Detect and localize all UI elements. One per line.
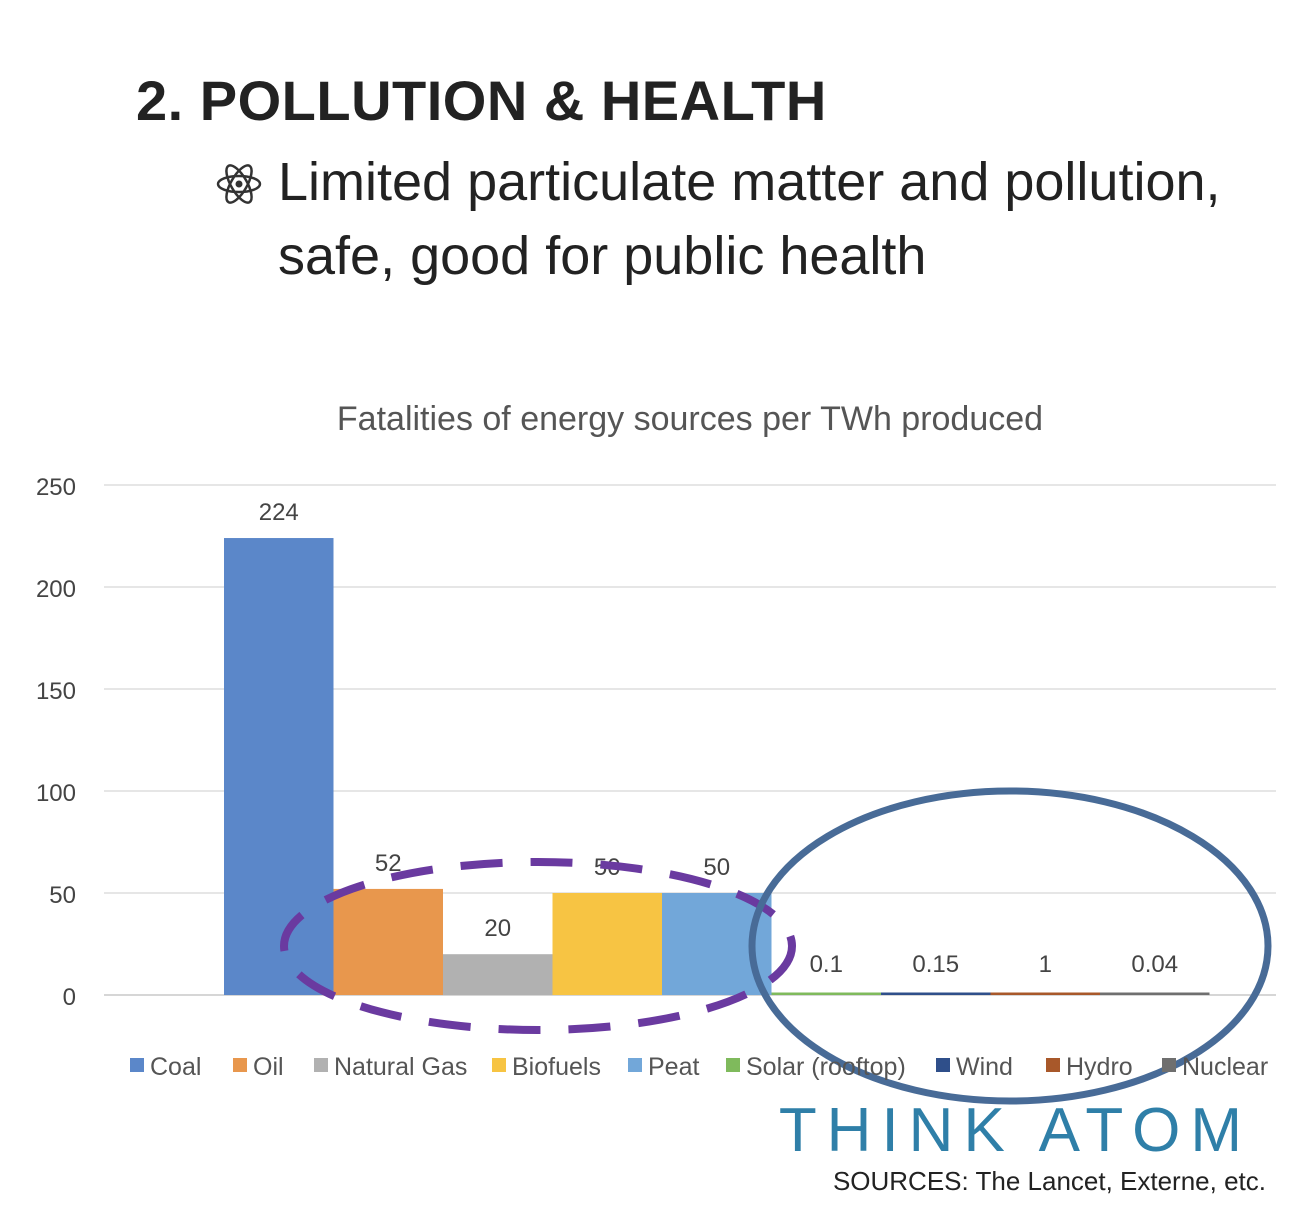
bar-nuclear [1100, 992, 1210, 995]
legend-label: Natural Gas [334, 1053, 467, 1081]
legend-swatch [492, 1058, 506, 1072]
y-tick-label: 200 [36, 576, 76, 603]
y-axis-ticks: 0 50 100 150 200 250 [36, 474, 76, 1011]
bar-solar-rooftop [771, 992, 881, 995]
bar-wind [881, 992, 991, 995]
sources-note: SOURCES: The Lancet, Externe, etc. [832, 1166, 1266, 1196]
legend: Coal Oil Natural Gas Biofuels Peat Solar (roo… [130, 1053, 1268, 1081]
legend-label: Solar (rooftop) [746, 1053, 906, 1081]
annotations [280, 787, 1272, 1105]
chart-title: Fatalities of energy sources per TWh pro… [337, 400, 1043, 438]
bar-biofuels [552, 893, 662, 995]
bullet-text: Limited particulate matter and pollution… [278, 152, 1221, 286]
data-label: 0.15 [912, 951, 959, 978]
annotation-dashed-ellipse [280, 858, 796, 1034]
y-tick-label: 250 [36, 474, 76, 501]
legend-swatch [130, 1058, 144, 1072]
bar-hydro [990, 992, 1100, 995]
data-label: 0.04 [1131, 951, 1178, 978]
bar-coal [224, 538, 334, 995]
legend-label: Biofuels [512, 1053, 601, 1081]
bars [224, 538, 1210, 995]
atom-icon [216, 164, 262, 204]
data-label: 50 [703, 854, 730, 881]
legend-swatch [233, 1058, 247, 1072]
legend-label: Nuclear [1182, 1053, 1268, 1081]
data-label: 0.1 [810, 951, 843, 978]
legend-label: Oil [253, 1053, 284, 1081]
legend-swatch [628, 1058, 642, 1072]
y-tick-label: 100 [36, 780, 76, 807]
y-tick-label: 50 [49, 882, 76, 909]
annotation-solid-ellipse [748, 787, 1272, 1105]
brand-logo: THINK ATOM [778, 1096, 1252, 1165]
legend-swatch [1046, 1058, 1060, 1072]
legend-swatch [936, 1058, 950, 1072]
legend-label: Coal [150, 1053, 201, 1081]
data-label: 224 [259, 499, 299, 526]
legend-swatch [1162, 1058, 1176, 1072]
y-tick-label: 150 [36, 678, 76, 705]
y-tick-label: 0 [63, 984, 76, 1011]
data-label: 20 [484, 915, 511, 942]
legend-label: Peat [648, 1053, 699, 1081]
bar-natural-gas [443, 954, 553, 995]
slide-title: 2. POLLUTION & HEALTH [136, 69, 827, 132]
bar-oil [333, 888, 443, 995]
legend-swatch [314, 1058, 328, 1072]
legend-swatch [726, 1058, 740, 1072]
legend-label: Wind [956, 1053, 1013, 1081]
data-label: 1 [1039, 951, 1052, 978]
legend-label: Hydro [1066, 1053, 1133, 1081]
